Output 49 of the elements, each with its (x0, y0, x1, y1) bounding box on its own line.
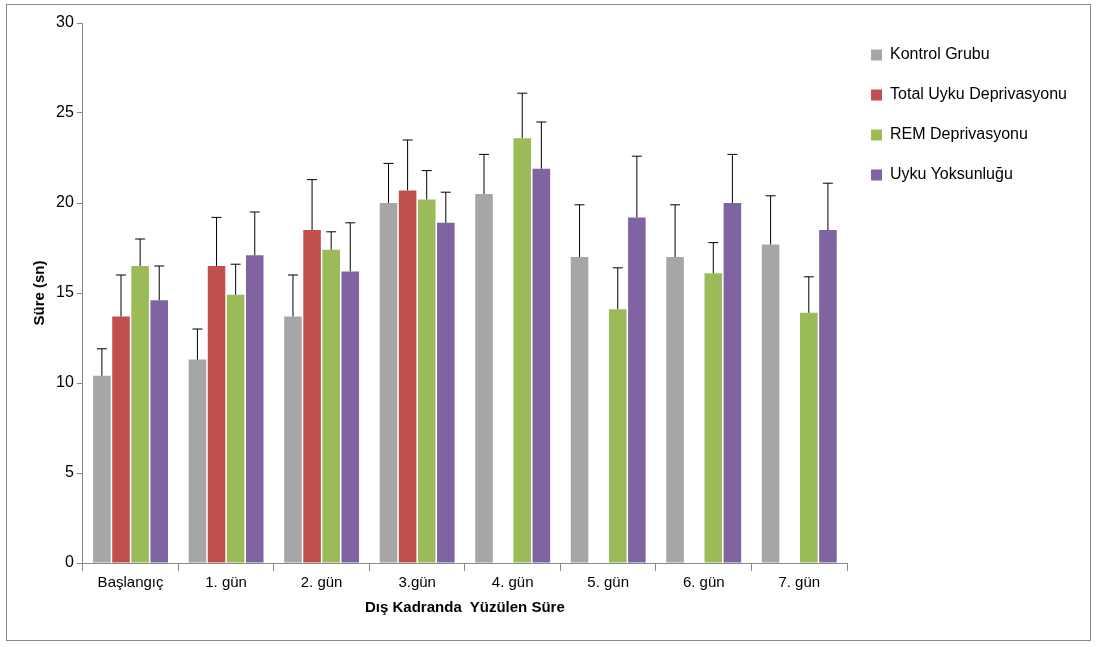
bar (628, 217, 646, 563)
bar (704, 273, 723, 563)
bar (379, 203, 398, 563)
bar (131, 266, 149, 563)
bar (341, 271, 360, 563)
y-tick-label: 25 (56, 103, 74, 121)
y-tick-label: 10 (56, 373, 74, 391)
x-tick-label: 1. gün (205, 573, 247, 591)
bar (322, 249, 340, 563)
bar (475, 194, 493, 563)
bar (398, 190, 417, 563)
bar (188, 359, 207, 563)
legend-label: Uyku Yoksunluğu (890, 165, 1013, 183)
bar (207, 266, 226, 563)
bar (112, 316, 130, 563)
legend-label: Kontrol Grubu (890, 45, 990, 63)
x-tick-label: Başlangıç (97, 573, 164, 591)
bar (608, 309, 627, 563)
legend-label: REM Deprivasyonu (890, 125, 1028, 143)
x-tick-label: 4. gün (491, 573, 534, 591)
y-tick-label: 20 (56, 193, 74, 211)
bar (245, 255, 264, 563)
bar (761, 244, 780, 563)
x-tick-label: 2. gün (300, 573, 343, 591)
bar (800, 312, 818, 563)
bar (226, 294, 245, 563)
bar (666, 257, 684, 563)
bar (437, 222, 455, 563)
x-axis-title: Dış Kadranda Yüzülen Süre (365, 598, 565, 616)
y-tick-label: 15 (56, 283, 74, 301)
bar (150, 300, 169, 563)
bar (303, 230, 321, 563)
x-tick-label: 3.gün (398, 573, 436, 591)
bar (417, 199, 436, 563)
bar (284, 316, 302, 563)
bar (532, 168, 551, 563)
bar (93, 375, 111, 563)
y-axis-title: Süre (sn) (30, 260, 48, 326)
legend-label: Total Uyku Deprivasyonu (890, 85, 1067, 103)
bar (513, 138, 532, 563)
x-tick-label: 7. gün (778, 573, 821, 591)
bar (570, 257, 589, 563)
y-tick-label: 0 (64, 553, 74, 571)
y-tick-label: 5 (64, 463, 74, 481)
x-tick-label: 5. gün (587, 573, 630, 591)
bar (723, 203, 742, 563)
bar (819, 230, 837, 563)
y-tick-label: 30 (56, 13, 74, 31)
x-tick-label: 6. gün (682, 573, 725, 591)
